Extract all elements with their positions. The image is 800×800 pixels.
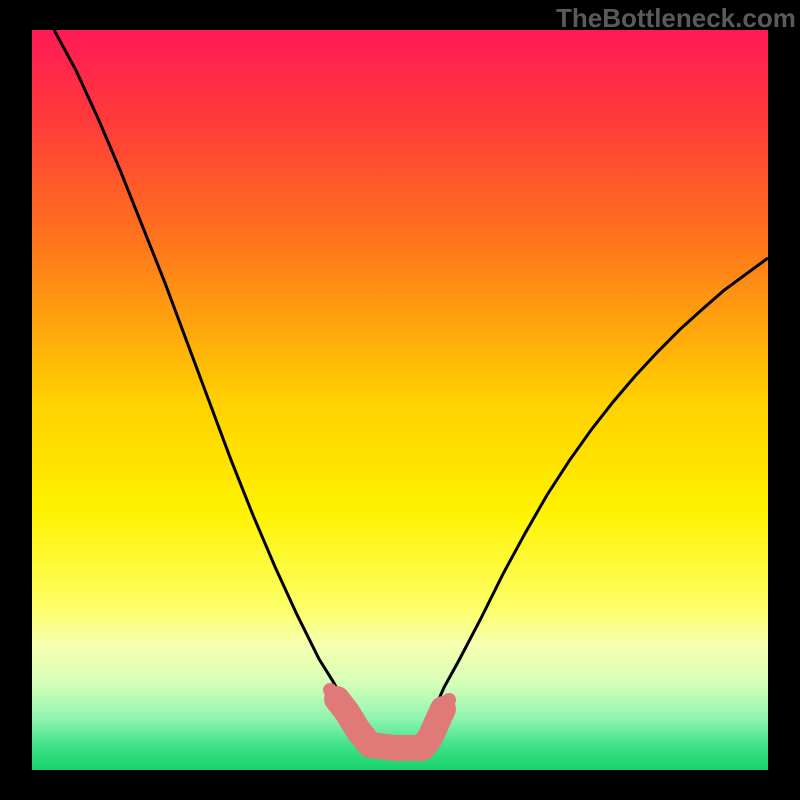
chart-svg — [0, 0, 800, 800]
plot-gradient-area — [32, 30, 768, 770]
squiggle-dot — [442, 693, 456, 707]
bottleneck-chart: TheBottleneck.com — [0, 0, 800, 800]
squiggle-dot — [323, 683, 337, 697]
watermark-text: TheBottleneck.com — [556, 3, 796, 34]
